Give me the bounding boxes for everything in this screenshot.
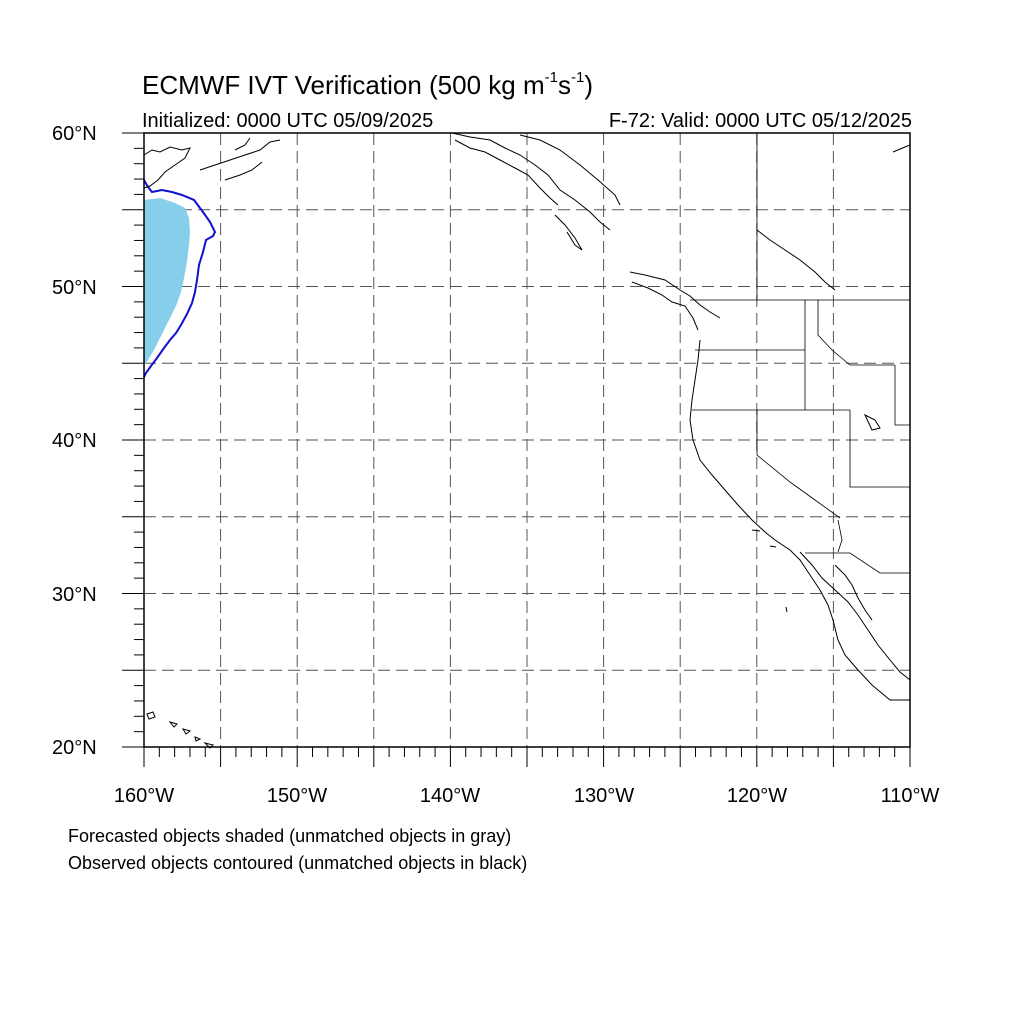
legend-observed-note: Observed objects contoured (unmatched ob… bbox=[68, 853, 528, 873]
lon-label-110w: 110°W bbox=[880, 785, 940, 807]
lat-label-30: 30°N bbox=[52, 584, 97, 606]
lon-label-140w: 140°W bbox=[419, 785, 481, 807]
lat-label-20: 20°N bbox=[52, 737, 97, 759]
title-exponent-2: -1 bbox=[570, 69, 585, 87]
valid-time-label: F-72: Valid: 0000 UTC 05/12/2025 bbox=[608, 110, 912, 132]
graticule-grid bbox=[144, 133, 910, 747]
title-exponent-1: -1 bbox=[544, 69, 558, 87]
chart-title: ECMWF IVT Verification (500 kg m-1s-1) bbox=[142, 69, 593, 101]
lat-label-50: 50°N bbox=[52, 277, 97, 299]
lon-label-160w: 160°W bbox=[113, 785, 175, 807]
legend-forecast-note: Forecasted objects shaded (unmatched obj… bbox=[68, 826, 512, 846]
lat-label-40: 40°N bbox=[52, 430, 97, 452]
title-main: ECMWF IVT Verification (500 kg m bbox=[142, 70, 545, 100]
axis-ticks bbox=[122, 132, 911, 767]
lon-label-120w: 120°W bbox=[726, 785, 788, 807]
title-mid: s bbox=[557, 70, 571, 100]
title-close: ) bbox=[584, 70, 593, 100]
state-borders bbox=[690, 133, 910, 574]
lat-label-60: 60°N bbox=[52, 123, 97, 145]
lon-label-130w: 130°W bbox=[573, 785, 635, 807]
observed-ivt-contour bbox=[143, 179, 217, 378]
lon-label-150w: 150°W bbox=[266, 785, 328, 807]
map-frame bbox=[143, 132, 911, 748]
forecast-ivt-object bbox=[144, 198, 190, 366]
coastlines bbox=[143, 132, 911, 749]
initialized-label: Initialized: 0000 UTC 05/09/2025 bbox=[142, 110, 434, 132]
